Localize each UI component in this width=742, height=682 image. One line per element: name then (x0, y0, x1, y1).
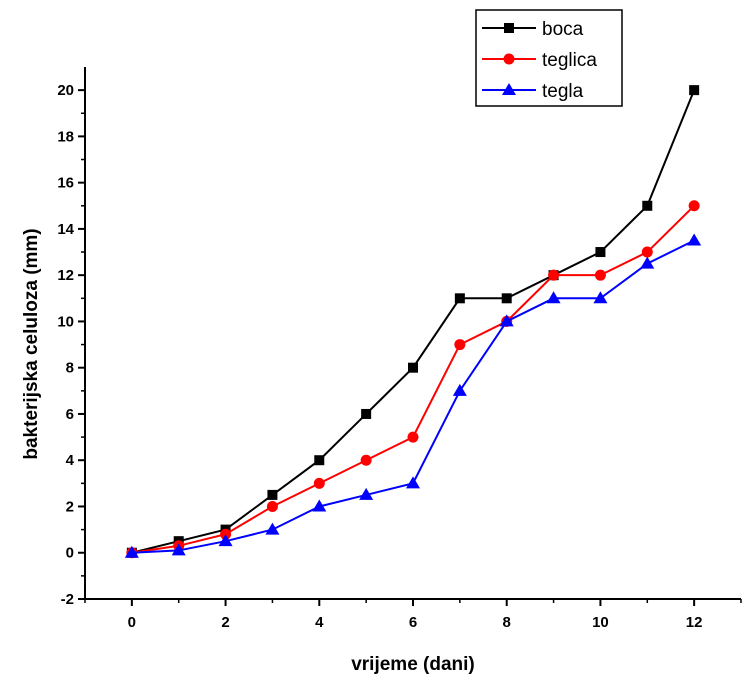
ticks: -2 0 2 4 6 8 10 12 14 16 18 20 0 2 4 6 8 10 12 (57, 82, 742, 631)
data-point-boca (361, 408, 372, 419)
data-point-tegla (593, 291, 608, 304)
data-point-boca (408, 362, 418, 373)
series-teglica (126, 200, 700, 559)
y-tick-label: -2 (61, 591, 74, 608)
data-point-boca (501, 293, 512, 304)
legend-marker-teglica (503, 53, 515, 65)
x-tick-label: 0 (128, 614, 136, 631)
x-tick-label: 4 (315, 614, 324, 631)
data-point-boca (454, 293, 465, 304)
data-point-teglica (266, 500, 278, 512)
y-tick-label: 8 (66, 360, 74, 377)
data-point-teglica (407, 431, 419, 443)
data-point-tegla (406, 476, 420, 489)
legend-marker-boca (504, 23, 514, 33)
series-tegla (124, 233, 702, 558)
x-tick-label: 2 (221, 614, 229, 631)
y-tick-label: 16 (57, 175, 74, 192)
data-point-teglica (313, 477, 325, 489)
data-point-boca (314, 455, 325, 466)
data-point-teglica (548, 269, 560, 281)
data-point-boca (642, 200, 653, 211)
data-point-tegla (171, 543, 186, 556)
data-point-tegla (218, 534, 233, 547)
legend-label-teglica: teglica (542, 50, 597, 71)
series-layer (124, 85, 702, 559)
y-axis-title: bakterijska celuloza (mm) (21, 228, 42, 459)
legend-label-tegla: tegla (542, 81, 584, 102)
series-line-teglica (131, 205, 695, 554)
data-point-tegla (640, 256, 655, 269)
legend-label-boca: boca (542, 19, 584, 40)
y-tick-label: 0 (66, 545, 74, 562)
y-tick-label: 14 (57, 221, 74, 238)
x-tick-label: 10 (592, 614, 609, 631)
y-tick-label: 12 (57, 267, 74, 284)
x-tick-label: 8 (503, 614, 511, 631)
data-point-tegla (124, 545, 139, 558)
y-tick-label: 10 (57, 313, 74, 330)
series-line-tegla (131, 239, 695, 554)
data-point-tegla (499, 314, 514, 327)
legend: boca teglica tegla (475, 9, 623, 107)
data-point-teglica (454, 339, 466, 351)
y-tick-label: 18 (57, 128, 74, 145)
data-point-teglica (688, 200, 700, 212)
data-point-tegla (546, 291, 561, 304)
x-tick-label: 6 (409, 614, 417, 631)
data-point-teglica (641, 246, 653, 258)
data-point-tegla (452, 383, 467, 396)
y-tick-label: 6 (66, 406, 74, 423)
x-axis-title: vrijeme (dani) (351, 654, 475, 675)
y-tick-label: 4 (66, 452, 75, 469)
data-point-teglica (594, 269, 606, 281)
data-point-boca (689, 85, 700, 96)
data-point-tegla (312, 499, 327, 512)
x-tick-label: 12 (686, 614, 703, 631)
data-point-boca (595, 247, 606, 258)
data-point-tegla (359, 487, 374, 500)
data-point-boca (267, 489, 278, 500)
axes (84, 67, 741, 600)
legend-marker-tegla (502, 83, 516, 95)
data-point-teglica (360, 454, 372, 466)
y-tick-label: 2 (66, 498, 74, 515)
data-point-tegla (687, 233, 702, 246)
y-tick-label: 20 (57, 82, 74, 99)
data-point-tegla (265, 522, 280, 535)
